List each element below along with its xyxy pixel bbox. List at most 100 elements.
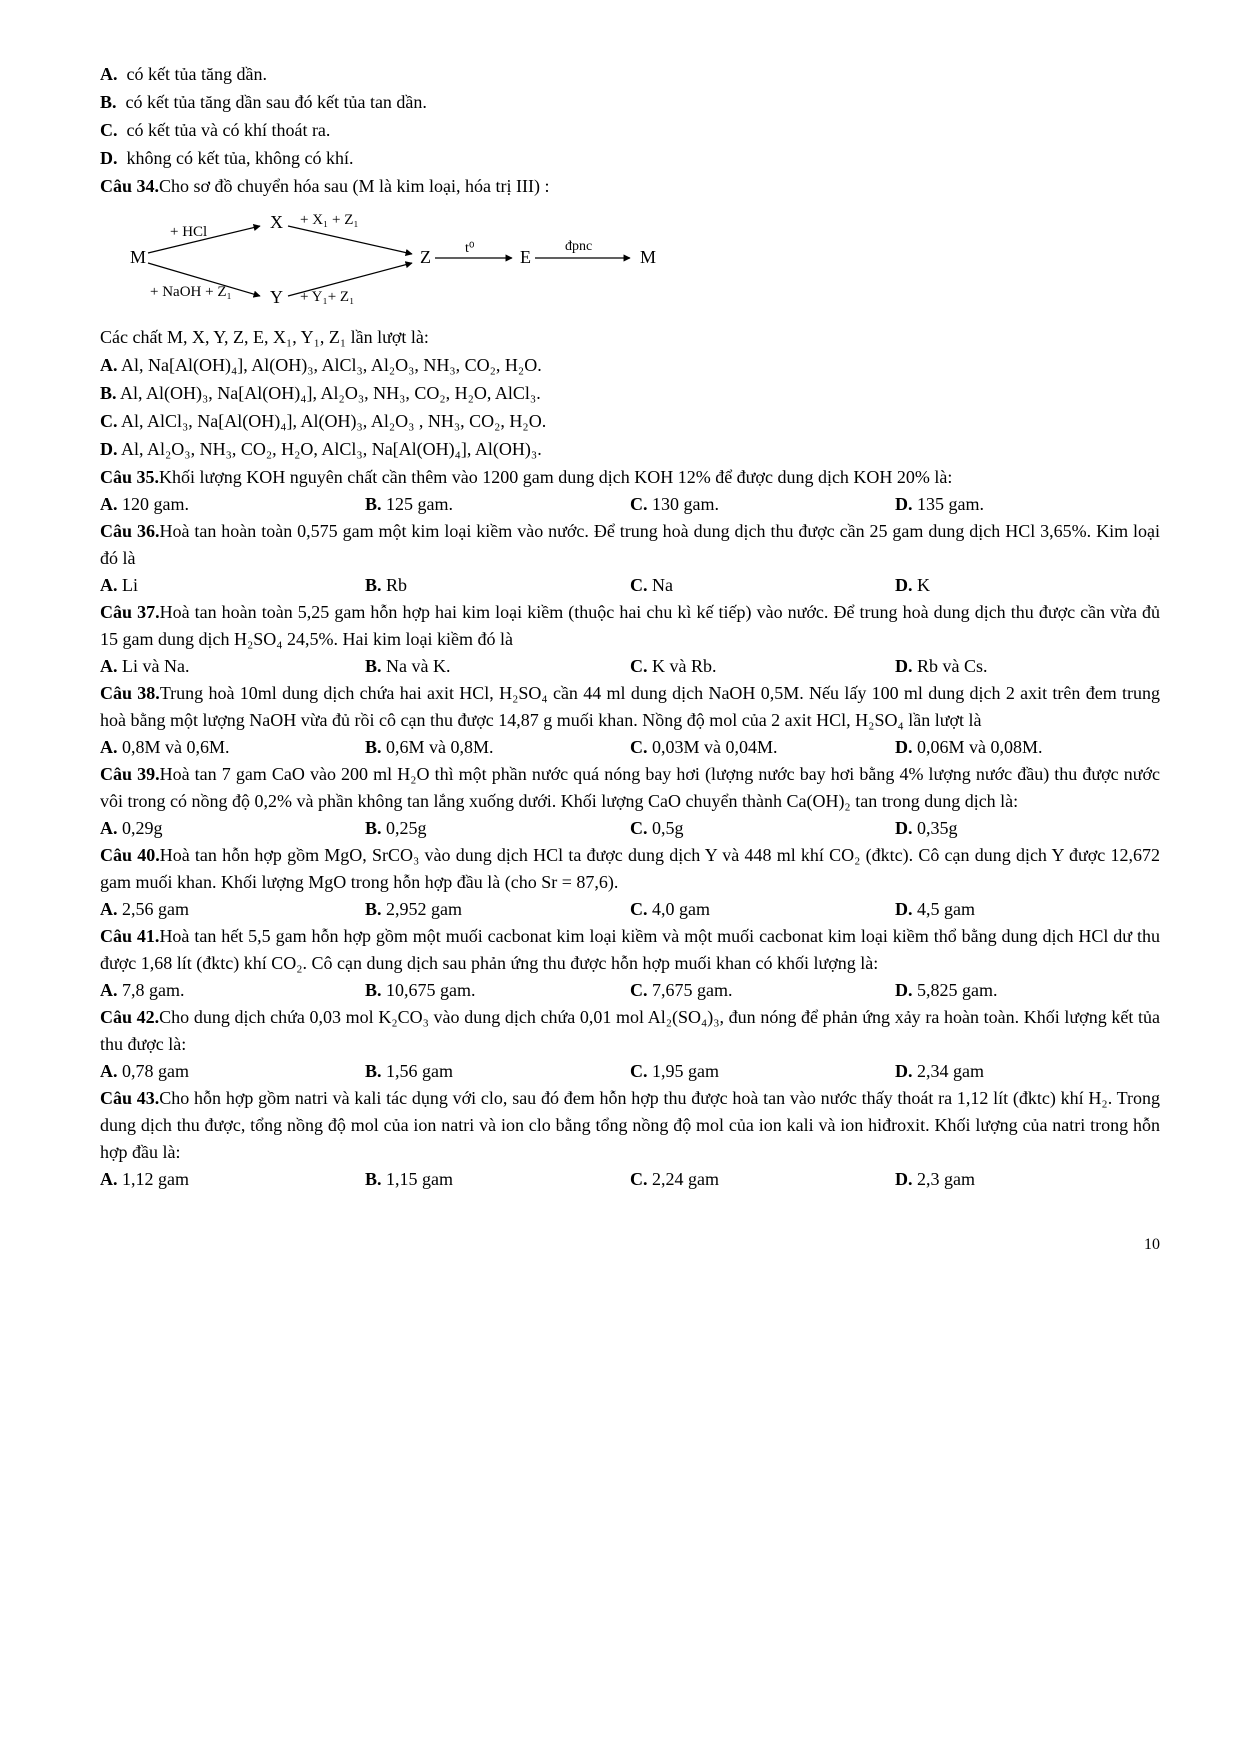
q41-B: 10,675 gam.: [386, 980, 476, 1000]
q39-stem: Câu 39.Hoà tan 7 gam CaO vào 200 ml H₂O …: [100, 761, 1160, 815]
q42-D: 2,34 gam: [917, 1061, 984, 1081]
q34-B: B. Al, Al(OH)₃, Na[Al(OH)₄], Al₂O₃, NH₃,…: [100, 380, 1160, 407]
q35-B: 125 gam.: [386, 494, 453, 514]
q33-A-text: có kết tủa tăng dần.: [127, 64, 267, 84]
page-number: 10: [100, 1233, 1160, 1257]
q42-opts: A. 0,78 gam B. 1,56 gam C. 1,95 gam D. 2…: [100, 1058, 1160, 1085]
diag-xz: + X₁ + Z₁: [300, 212, 359, 228]
q34-C: C. Al, AlCl₃, Na[Al(OH)₄], Al(OH)₃, Al₂O…: [100, 408, 1160, 435]
q39-C: 0,5g: [652, 818, 684, 838]
diag-Y: Y: [270, 287, 283, 307]
q37-D: Rb và Cs.: [917, 656, 988, 676]
q36-A: Li: [122, 575, 138, 595]
q38-label: Câu 38.: [100, 683, 160, 703]
q37-opts: A. Li và Na. B. Na và K. C. K và Rb. D. …: [100, 653, 1160, 680]
q39-opts: A. 0,29g B. 0,25g C. 0,5g D. 0,35g: [100, 815, 1160, 842]
q34-label: Câu 34.: [100, 176, 159, 196]
q36-stem-text: Hoà tan hoàn toàn 0,575 gam một kim loại…: [100, 521, 1160, 568]
q34-D-text: Al, Al₂O₃, NH₃, CO₂, H₂O, AlCl₃, Na[Al(O…: [121, 439, 542, 459]
q33-opt-D: D. không có kết tủa, không có khí.: [100, 145, 1160, 172]
q39-stem-text: Hoà tan 7 gam CaO vào 200 ml H₂O thì một…: [100, 764, 1160, 811]
q42-label: Câu 42.: [100, 1007, 159, 1027]
q35-D: 135 gam.: [917, 494, 984, 514]
q34-A: A. Al, Na[Al(OH)₄], Al(OH)₃, AlCl₃, Al₂O…: [100, 352, 1160, 379]
q41-stem: Câu 41.Hoà tan hết 5,5 gam hỗn hợp gồm m…: [100, 923, 1160, 977]
diag-t0: t⁰: [465, 241, 475, 256]
diag-M2: M: [640, 247, 656, 267]
q34-stem-text: Cho sơ đồ chuyển hóa sau (M là kim loại,…: [159, 176, 549, 196]
q36-opts: A. Li B. Rb C. Na D. K: [100, 572, 1160, 599]
q34-diagram: M X Y Z E M + HCl + NaOH + Z₁ + X₁ + Z₁ …: [120, 208, 1160, 316]
q42-stem: Câu 42.Cho dung dịch chứa 0,03 mol K₂CO₃…: [100, 1004, 1160, 1058]
diag-hcl: + HCl: [170, 224, 207, 240]
q43-B: 1,15 gam: [386, 1169, 453, 1189]
diag-naoh: + NaOH + Z₁: [150, 284, 232, 300]
q34-B-text: Al, Al(OH)₃, Na[Al(OH)₄], Al₂O₃, NH₃, CO…: [120, 383, 541, 403]
q35-C: 130 gam.: [652, 494, 719, 514]
q43-label: Câu 43.: [100, 1088, 159, 1108]
q37-B: Na và K.: [386, 656, 450, 676]
diag-E: E: [520, 247, 531, 267]
q33-B-text: có kết tủa tăng dần sau đó kết tủa tan d…: [126, 92, 427, 112]
q36-D: K: [917, 575, 930, 595]
q34-postdiagram: Các chất M, X, Y, Z, E, X₁, Y₁, Z₁ lần l…: [100, 324, 1160, 351]
diag-Z: Z: [420, 247, 431, 267]
q42-A: 0,78 gam: [122, 1061, 189, 1081]
q33-opt-A: A. có kết tủa tăng dần.: [100, 61, 1160, 88]
q34-C-text: Al, AlCl₃, Na[Al(OH)₄], Al(OH)₃, Al₂O₃ ,…: [121, 411, 546, 431]
q37-stem: Câu 37.Hoà tan hoàn toàn 5,25 gam hỗn hợ…: [100, 599, 1160, 653]
q39-D: 0,35g: [917, 818, 958, 838]
q43-stem: Câu 43.Cho hỗn hợp gồm natri và kali tác…: [100, 1085, 1160, 1166]
q36-C: Na: [652, 575, 673, 595]
q41-A: 7,8 gam.: [122, 980, 185, 1000]
q39-A: 0,29g: [122, 818, 163, 838]
diag-X: X: [270, 212, 283, 232]
diag-dpnc: đpnc: [565, 239, 592, 254]
diag-yz: + Y₁+ Z₁: [300, 289, 354, 305]
q41-opts: A. 7,8 gam. B. 10,675 gam. C. 7,675 gam.…: [100, 977, 1160, 1004]
q37-A: Li và Na.: [122, 656, 189, 676]
q42-B: 1,56 gam: [386, 1061, 453, 1081]
q41-stem-text: Hoà tan hết 5,5 gam hỗn hợp gồm một muối…: [100, 926, 1160, 973]
q36-stem: Câu 36.Hoà tan hoàn toàn 0,575 gam một k…: [100, 518, 1160, 572]
q43-C: 2,24 gam: [652, 1169, 719, 1189]
q39-label: Câu 39.: [100, 764, 160, 784]
q34-A-text: Al, Na[Al(OH)₄], Al(OH)₃, AlCl₃, Al₂O₃, …: [121, 355, 542, 375]
q36-label: Câu 36.: [100, 521, 159, 541]
q35-stem-text: Khối lượng KOH nguyên chất cần thêm vào …: [159, 467, 952, 487]
q34-D: D. Al, Al₂O₃, NH₃, CO₂, H₂O, AlCl₃, Na[A…: [100, 436, 1160, 463]
q35-A: 120 gam.: [122, 494, 189, 514]
q38-D: 0,06M và 0,08M.: [917, 737, 1043, 757]
q38-C: 0,03M và 0,04M.: [652, 737, 778, 757]
q36-B: Rb: [386, 575, 407, 595]
q33-opt-B: B. có kết tủa tăng dần sau đó kết tủa ta…: [100, 89, 1160, 116]
q42-C: 1,95 gam: [652, 1061, 719, 1081]
q40-opts: A. 2,56 gam B. 2,952 gam C. 4,0 gam D. 4…: [100, 896, 1160, 923]
q40-D: 4,5 gam: [917, 899, 975, 919]
q38-stem: Câu 38.Trung hoà 10ml dung dịch chứa hai…: [100, 680, 1160, 734]
q43-A: 1,12 gam: [122, 1169, 189, 1189]
q38-stem-text: Trung hoà 10ml dung dịch chứa hai axit H…: [100, 683, 1160, 730]
q38-B: 0,6M và 0,8M.: [386, 737, 494, 757]
q38-A: 0,8M và 0,6M.: [122, 737, 230, 757]
q40-label: Câu 40.: [100, 845, 160, 865]
q33-C-text: có kết tủa và có khí thoát ra.: [127, 120, 331, 140]
q34-stem: Câu 34.Cho sơ đồ chuyển hóa sau (M là ki…: [100, 173, 1160, 200]
q33-opt-C: C. có kết tủa và có khí thoát ra.: [100, 117, 1160, 144]
q40-B: 2,952 gam: [386, 899, 462, 919]
q42-stem-text: Cho dung dịch chứa 0,03 mol K₂CO₃ vào du…: [100, 1007, 1160, 1054]
diag-M: M: [130, 247, 146, 267]
q40-stem: Câu 40.Hoà tan hỗn hợp gồm MgO, SrCO₃ và…: [100, 842, 1160, 896]
q43-opts: A. 1,12 gam B. 1,15 gam C. 2,24 gam D. 2…: [100, 1166, 1160, 1193]
q41-label: Câu 41.: [100, 926, 159, 946]
q40-A: 2,56 gam: [122, 899, 189, 919]
q43-stem-text: Cho hỗn hợp gồm natri và kali tác dụng v…: [100, 1088, 1160, 1162]
q39-B: 0,25g: [386, 818, 427, 838]
q35-label: Câu 35.: [100, 467, 159, 487]
q37-stem-text: Hoà tan hoàn toàn 5,25 gam hỗn hợp hai k…: [100, 602, 1160, 649]
q43-D: 2,3 gam: [917, 1169, 975, 1189]
q35-stem: Câu 35.Khối lượng KOH nguyên chất cần th…: [100, 464, 1160, 491]
q33-D-text: không có kết tủa, không có khí.: [127, 148, 354, 168]
q41-D: 5,825 gam.: [917, 980, 998, 1000]
q38-opts: A. 0,8M và 0,6M. B. 0,6M và 0,8M. C. 0,0…: [100, 734, 1160, 761]
